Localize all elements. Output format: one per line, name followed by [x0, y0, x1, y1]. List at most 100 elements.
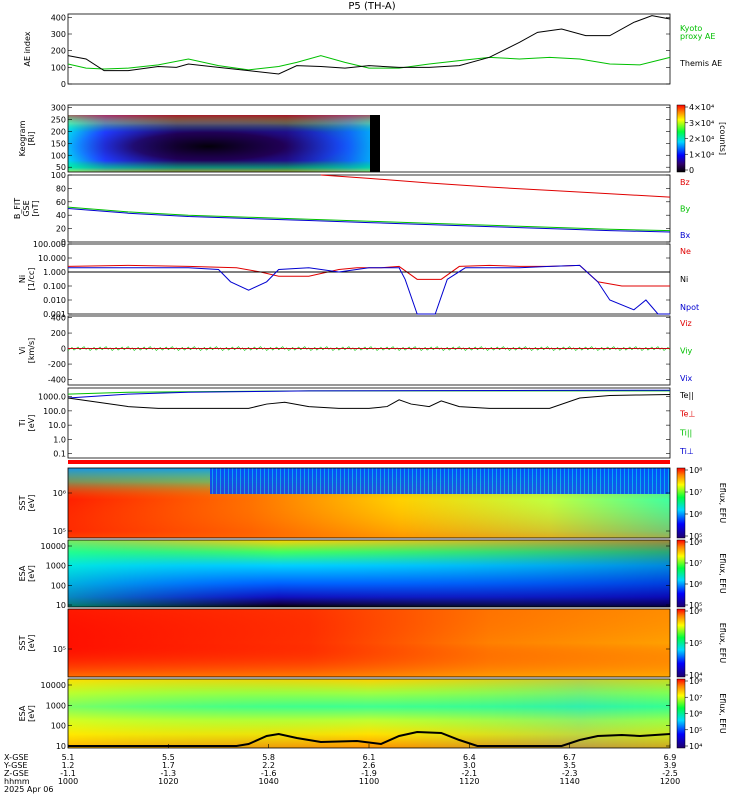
sst2-spectrogram-overlay: [68, 609, 670, 677]
y-tick-label: 100: [51, 722, 66, 731]
x-tick-label: 1100: [359, 777, 379, 786]
colorbar-tick-label: 2×10⁴: [689, 135, 714, 144]
y-tick-label: 10000: [41, 542, 66, 551]
panel-keogram: 0 1×10⁴ 2×10⁴ 3×10⁴ 4×10⁴ [counts] 50 100 150 200…: [18, 103, 727, 175]
panel-velocity: -400 -200 0 200 400 Vi [km/s] Viz Viy Vix: [18, 314, 693, 386]
y-tick-label: 10000: [41, 681, 66, 690]
x-tick-label: 1120: [459, 777, 479, 786]
y-axis-label: [eV]: [27, 565, 36, 582]
x-tick-label: 3.9: [664, 761, 677, 770]
colorbar-tick-label: 10⁶: [689, 510, 702, 519]
panel-temperature: 0.1 1.0 10.0 100.0 1000.0 Ti [eV] Te|| Te⊥ Ti|| Ti…: [18, 387, 695, 459]
series-te: [67, 394, 671, 409]
x-tick-label: 5.8: [262, 753, 275, 762]
colorbar-tick-label: 10⁵: [689, 532, 702, 541]
y-tick-label: 20: [56, 225, 66, 234]
colorbar-label: [counts]: [718, 122, 727, 155]
y-tick-label: 0.1: [53, 450, 66, 459]
y-tick-label: 100: [51, 171, 66, 180]
x-tick-label: 1.7: [162, 761, 175, 770]
y-tick-label: 400: [51, 13, 66, 22]
y-axis-label: ESA: [18, 705, 27, 721]
panel-sst1: 10⁵ 10⁶ 10⁷ 10⁸ Eflux, EFU 10⁶ 10⁵ SST [eV]: [18, 460, 727, 541]
legend-entry: Vix: [680, 374, 693, 383]
chart-title: P5 (TH-A): [348, 1, 395, 12]
y-tick-label: 1000: [46, 701, 66, 710]
x-axis-row-label: hhmm: [4, 777, 30, 786]
y-axis-label: [eV]: [27, 705, 36, 722]
y-tick-label: 0.001: [43, 310, 66, 319]
colorbar-tick-label: 1×10⁴: [689, 150, 714, 159]
x-tick-label: -1.9: [361, 769, 377, 778]
y-axis-label: [eV]: [27, 635, 36, 652]
legend-entry: Ti||: [679, 428, 692, 437]
colorbar-tick-label: 4×10⁴: [689, 103, 714, 112]
legend-entry: Bx: [680, 231, 690, 240]
y-tick-label: 0.010: [43, 296, 66, 305]
keogram-colorbar: [676, 104, 686, 173]
panel-frame: [67, 467, 671, 539]
colorbar-label: Eflux, EFU: [718, 623, 727, 664]
y-tick-label: 1.0: [53, 435, 66, 444]
y-axis-label: SST: [18, 495, 27, 510]
panel-esa2: 10⁴ 10⁵ 10⁶ 10⁷ 10⁸ Eflux, EFU 10 100 1000 10000 E…: [18, 677, 727, 751]
x-tick-label: -2.5: [662, 769, 678, 778]
sst1-high-energy-band: [210, 468, 670, 494]
colorbar-tick-label: 10⁵: [689, 639, 702, 648]
y-tick-label: 10.000: [38, 254, 66, 263]
y-axis-label: B_FIT: [13, 198, 22, 219]
keogram-dark-strip: [370, 115, 380, 172]
panel-frame: [67, 243, 671, 315]
x-tick-label: -1.3: [161, 769, 177, 778]
colorbar-tick-label: 10⁶: [689, 607, 702, 616]
colorbar-tick-label: 0: [689, 166, 694, 175]
esa2-spectrogram-overlay: [68, 679, 670, 748]
y-axis-label: Vi: [18, 347, 27, 355]
colorbar-label: Eflux, EFU: [718, 483, 727, 524]
series-ne: [67, 264, 670, 287]
y-tick-label: 100.000: [33, 240, 66, 249]
y-tick-label: 10: [56, 601, 66, 610]
colorbar-tick-label: 3×10⁴: [689, 119, 714, 128]
colorbar-label: Eflux, EFU: [718, 553, 727, 594]
esa1-colorbar: [676, 539, 686, 608]
y-tick-label: 0: [61, 80, 66, 89]
y-tick-label: 100: [51, 151, 66, 160]
y-tick-label: 200: [51, 329, 66, 338]
x-tick-label: 1200: [660, 777, 680, 786]
sst1-colorbar: [676, 467, 686, 539]
esa1-spectrogram-overlay: [68, 540, 670, 607]
y-tick-label: 200: [51, 127, 66, 136]
legend-entry: Viz: [680, 319, 692, 328]
y-axis-label: [eV]: [27, 415, 36, 432]
x-tick-label: 1020: [158, 777, 178, 786]
sst2-colorbar: [676, 608, 686, 678]
y-axis-label: [eV]: [27, 495, 36, 512]
x-axis-row-label: 2025 Apr 06: [4, 785, 53, 794]
series-themis-ae: [67, 15, 671, 75]
y-tick-label: 250: [51, 115, 66, 124]
colorbar-tick-label: 10⁵: [689, 726, 702, 735]
colorbar-tick-label: 10⁸: [689, 538, 702, 547]
colorbar-tick-label: 10⁶: [689, 710, 702, 719]
y-tick-label: 300: [51, 103, 66, 112]
x-tick-label: 5.1: [62, 753, 75, 762]
colorbar-label: Eflux, EFU: [718, 693, 727, 734]
y-tick-label: 300: [51, 30, 66, 39]
series-by: [67, 206, 671, 232]
x-tick-label: 2.2: [262, 761, 275, 770]
panel-frame: [67, 315, 671, 386]
y-tick-label: 1.000: [43, 268, 66, 277]
x-tick-label: 1.2: [62, 761, 75, 770]
x-tick-label: 6.4: [463, 753, 476, 762]
y-tick-label: 1000.0: [38, 393, 66, 402]
x-tick-label: 1040: [258, 777, 278, 786]
y-tick-label: 60: [56, 198, 66, 207]
red-separator-bar: [68, 460, 670, 464]
x-tick-label: -1.6: [261, 769, 277, 778]
series-npot: [68, 264, 670, 315]
y-tick-label: 1000: [46, 562, 66, 571]
y-axis-label: [km/s]: [27, 338, 36, 364]
